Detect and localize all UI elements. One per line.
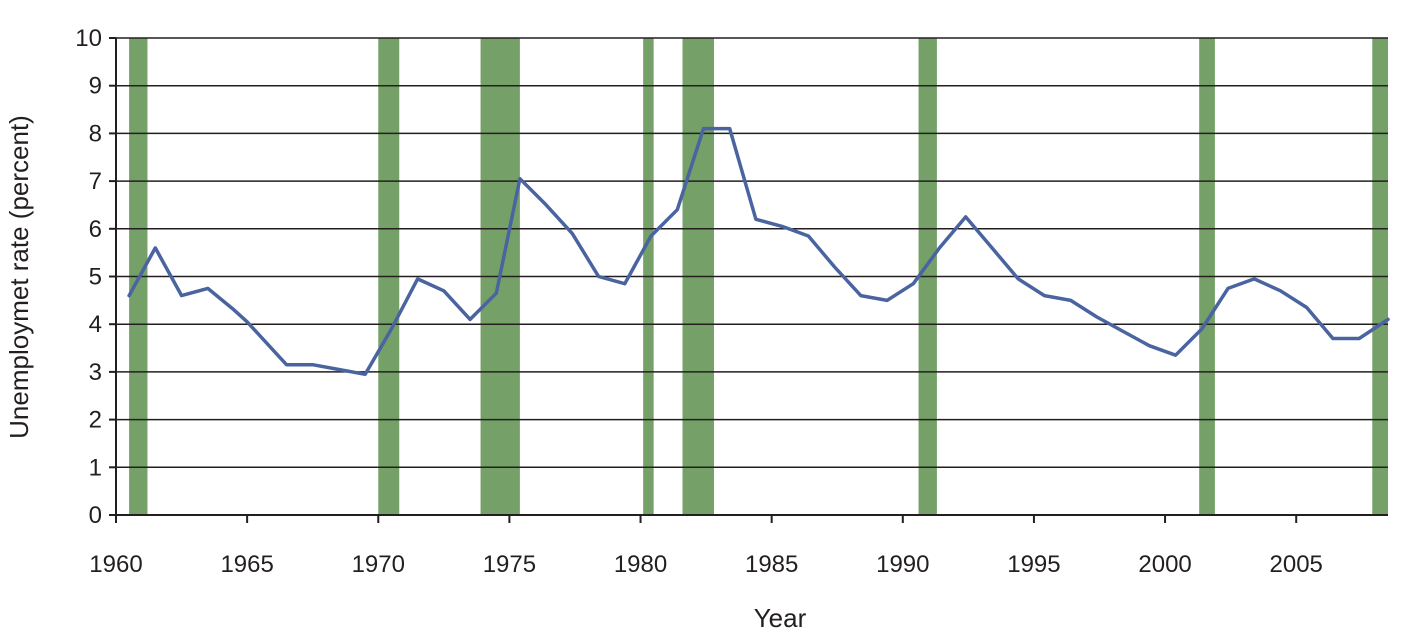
x-tick-label-1965: 1965 (220, 551, 273, 578)
x-tick-label-1980: 1980 (614, 551, 667, 578)
x-tick-label-1990: 1990 (876, 551, 929, 578)
x-tick-label-1960: 1960 (89, 551, 142, 578)
y-tick-label-6: 6 (89, 216, 102, 243)
gridlines (116, 37, 1388, 469)
x-tick-label-1970: 1970 (352, 551, 405, 578)
y-tick-label-10: 10 (75, 25, 102, 52)
y-tick-label-0: 0 (89, 502, 102, 529)
y-tick-label-4: 4 (89, 311, 102, 338)
series-line-0 (127, 126, 1390, 377)
y-tick-label-5: 5 (89, 264, 102, 291)
y-tick-label-2: 2 (89, 407, 102, 434)
x-tick-labels: 1960 1965 1970 1975 1980 1985 1990 1995 2000 2005 (89, 551, 1323, 578)
x-tick-label-1995: 1995 (1007, 551, 1060, 578)
x-tick-label-1975: 1975 (483, 551, 536, 578)
series-lines (127, 126, 1390, 377)
y-tick-label-7: 7 (89, 168, 102, 195)
y-tick-label-8: 8 (89, 120, 102, 147)
x-tick-label-2000: 2000 (1138, 551, 1191, 578)
recession-bands (129, 38, 1388, 515)
y-tick-label-9: 9 (89, 73, 102, 100)
y-tick-label-3: 3 (89, 359, 102, 386)
x-axis-title: Year (754, 603, 807, 633)
y-tick-label-1: 1 (89, 454, 102, 481)
y-tick-labels: 0 1 2 3 4 5 6 7 8 9 10 (75, 25, 102, 529)
x-tick-label-1985: 1985 (745, 551, 798, 578)
x-tick-label-2005: 2005 (1270, 551, 1323, 578)
axes (109, 37, 1388, 523)
y-axis-title: Unemploymet rate (percent) (4, 115, 34, 439)
